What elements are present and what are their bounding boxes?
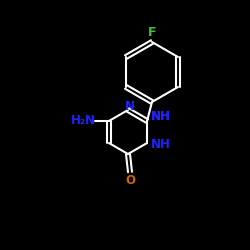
Text: H₂N: H₂N bbox=[70, 114, 96, 128]
Text: NH: NH bbox=[151, 138, 171, 151]
Text: N: N bbox=[125, 100, 135, 112]
Text: F: F bbox=[148, 26, 156, 40]
Text: NH: NH bbox=[151, 110, 171, 122]
Text: O: O bbox=[125, 174, 135, 186]
Text: NH: NH bbox=[151, 110, 171, 122]
